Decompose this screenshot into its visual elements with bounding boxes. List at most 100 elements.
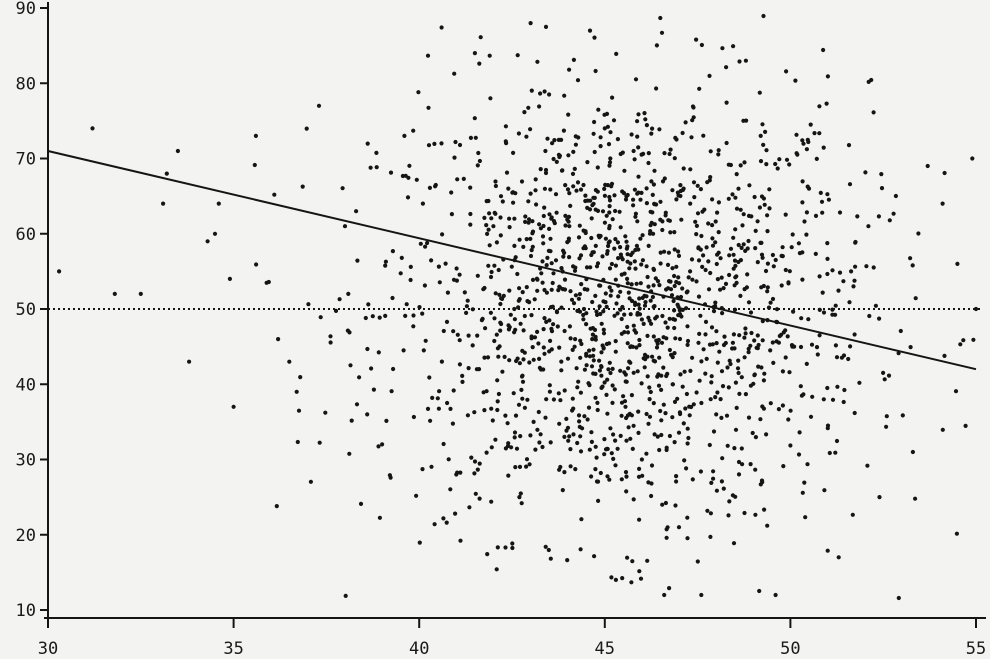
data-point: [631, 323, 636, 328]
data-point: [659, 340, 665, 345]
data-point: [687, 413, 692, 418]
data-point: [847, 300, 852, 305]
data-point: [628, 436, 633, 441]
data-point: [591, 353, 596, 358]
data-point: [675, 190, 681, 195]
data-point: [651, 267, 657, 272]
data-point: [429, 258, 434, 263]
data-point: [610, 95, 615, 100]
data-point: [439, 141, 444, 146]
data-point: [605, 446, 610, 451]
data-point: [585, 160, 590, 165]
data-point: [425, 406, 431, 411]
data-point: [700, 209, 705, 214]
data-point: [584, 311, 589, 316]
data-point: [678, 411, 683, 417]
data-point: [645, 274, 650, 280]
data-point: [714, 329, 719, 334]
data-point: [568, 336, 573, 341]
data-point: [635, 191, 640, 196]
data-point: [698, 187, 704, 192]
data-point: [701, 347, 706, 352]
data-point: [714, 261, 719, 267]
data-point: [688, 167, 693, 172]
data-point: [365, 412, 370, 417]
data-point: [451, 388, 456, 393]
data-point: [264, 280, 269, 285]
data-point: [649, 179, 654, 184]
data-point: [694, 223, 700, 228]
data-point: [708, 397, 713, 402]
data-point: [689, 257, 695, 262]
data-point: [681, 421, 686, 426]
data-point: [516, 402, 522, 407]
data-point: [585, 205, 590, 210]
data-point: [399, 255, 404, 260]
data-point: [758, 417, 763, 422]
data-point: [743, 248, 748, 253]
data-point: [575, 385, 580, 390]
data-point: [616, 294, 621, 299]
data-point: [423, 244, 428, 249]
data-point: [846, 143, 852, 148]
data-point: [380, 442, 385, 447]
data-point: [631, 197, 636, 202]
data-point: [521, 357, 526, 362]
data-point: [821, 310, 827, 315]
data-point: [618, 252, 624, 257]
data-point: [825, 548, 830, 553]
data-point: [298, 375, 303, 380]
data-point: [253, 133, 258, 138]
data-point: [630, 559, 635, 564]
data-point: [390, 295, 395, 301]
data-point: [620, 576, 625, 581]
data-point: [796, 241, 802, 246]
data-point: [658, 15, 663, 21]
data-point: [837, 210, 843, 215]
data-point: [555, 324, 560, 329]
data-point: [654, 86, 659, 91]
data-point: [403, 173, 408, 178]
data-point: [852, 410, 857, 416]
data-point: [366, 302, 371, 307]
data-point: [757, 90, 762, 95]
data-point: [492, 316, 497, 321]
data-point: [607, 477, 612, 482]
data-point: [804, 210, 810, 215]
data-point: [639, 152, 644, 157]
data-point: [733, 275, 738, 280]
data-point: [633, 211, 639, 216]
data-point: [663, 500, 669, 506]
data-point: [387, 473, 392, 478]
data-point: [516, 298, 521, 303]
data-point: [484, 389, 489, 394]
data-point: [608, 156, 613, 161]
data-point: [836, 288, 841, 293]
data-point: [761, 283, 766, 289]
data-point: [573, 293, 579, 298]
data-point: [464, 304, 469, 309]
data-point: [538, 432, 543, 437]
data-point: [651, 334, 656, 339]
data-point: [607, 210, 612, 215]
data-point: [709, 480, 714, 485]
data-point: [429, 464, 434, 469]
data-point: [417, 540, 422, 545]
data-point: [503, 413, 508, 418]
data-point: [820, 210, 825, 215]
data-point: [634, 281, 639, 286]
data-point: [294, 389, 299, 394]
data-point: [808, 122, 813, 127]
data-point: [547, 92, 552, 97]
data-point: [578, 338, 583, 343]
data-point: [466, 333, 471, 338]
data-point: [216, 201, 221, 206]
data-point: [625, 330, 631, 335]
data-point: [540, 234, 546, 239]
data-point: [488, 274, 494, 280]
data-point: [685, 324, 690, 329]
data-point: [721, 342, 727, 348]
x-tick-label: 40: [409, 639, 429, 659]
data-point: [714, 412, 719, 417]
data-point: [618, 289, 623, 294]
